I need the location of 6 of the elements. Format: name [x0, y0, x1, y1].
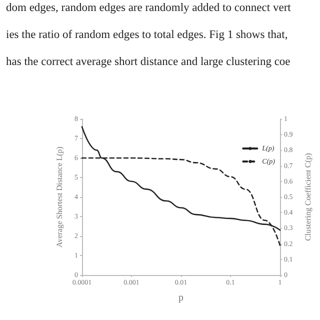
text: ies the ratio of random edges to total edges. Fig 1 shows that, — [6, 29, 288, 41]
y-axis-title: Average Shortest Distance L(p) — [55, 146, 64, 248]
text: has the correct average short distance and large clustering coe — [6, 56, 290, 68]
text: dom edges, random edges are randomly added to connect vert — [6, 2, 292, 14]
x-axis-title: p — [178, 292, 184, 304]
y2-axis-title: Clustering Coefficient C(p) — [304, 152, 312, 241]
